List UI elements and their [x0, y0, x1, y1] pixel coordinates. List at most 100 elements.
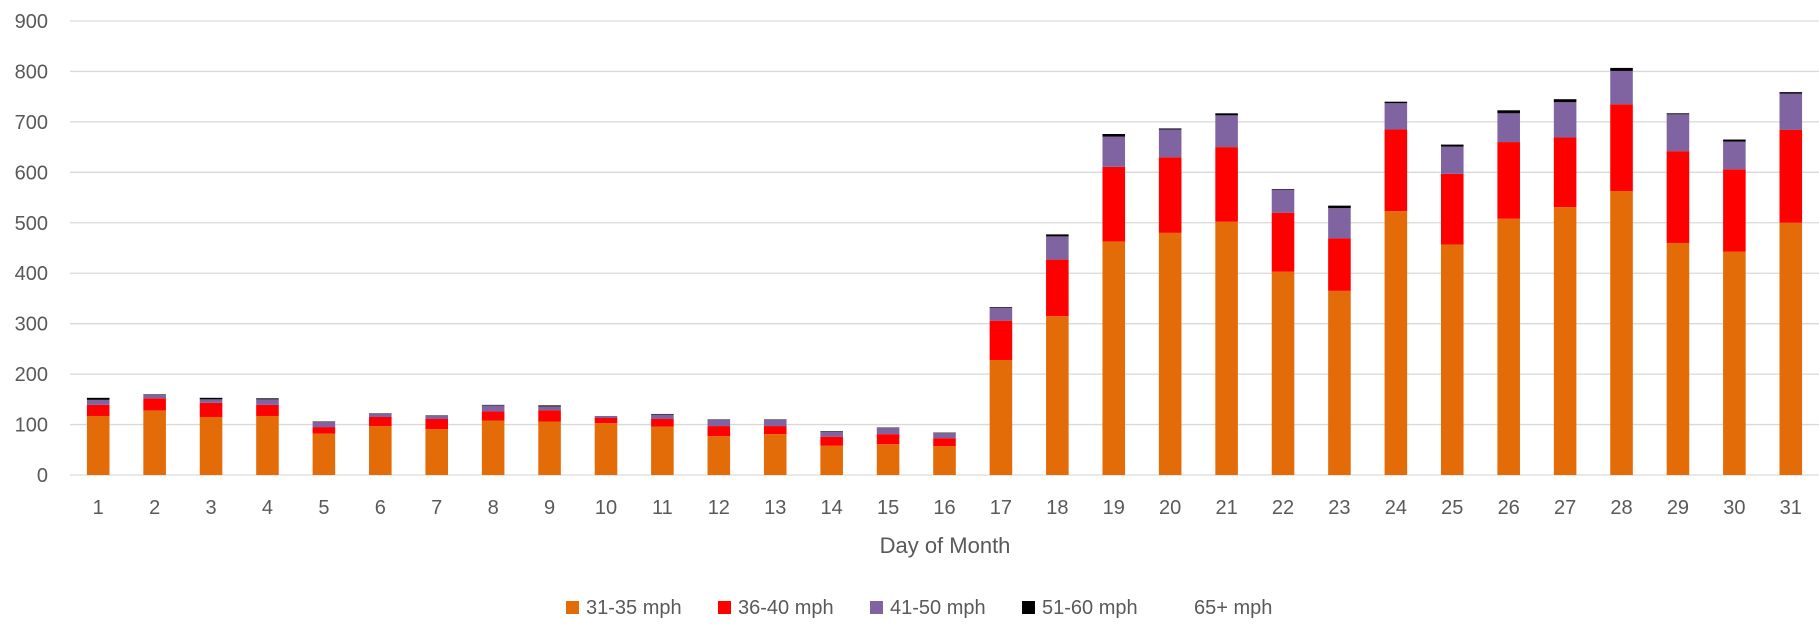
bar-segment: [1384, 211, 1408, 476]
bar-stack: [312, 421, 336, 475]
bar-segment: [651, 414, 674, 420]
bar-stack: [199, 397, 223, 475]
bar-segment: [538, 421, 561, 475]
bar-segment: [312, 433, 336, 475]
bar-segment: [1779, 93, 1803, 130]
legend-label: 51-60 mph: [1042, 597, 1138, 619]
bar-stack: [1553, 99, 1577, 475]
legend-swatch: [718, 601, 731, 614]
legend-label: 36-40 mph: [738, 597, 834, 619]
x-axis-title: Day of Month: [880, 533, 1011, 558]
y-tick-label: 0: [37, 465, 48, 487]
bar-segment: [707, 420, 731, 427]
bar-segment: [1610, 67, 1633, 71]
bar-segment: [1779, 129, 1803, 223]
bar-stack: [256, 398, 279, 475]
bar-segment: [86, 415, 110, 475]
bar-segment: [1497, 142, 1520, 219]
bar-segment: [594, 417, 618, 424]
y-tick-label: 900: [15, 11, 48, 33]
bar-segment: [1440, 244, 1464, 475]
x-tick-label: 17: [990, 497, 1012, 519]
x-tick-label: 5: [318, 497, 329, 519]
bar-segment: [1215, 115, 1238, 148]
legend: 31-35 mph 36-40 mph 41-50 mph 51-60 mph 65+ …: [566, 597, 1272, 619]
bar-segment: [933, 433, 956, 439]
bar-segment: [820, 431, 843, 437]
bar-segment: [199, 416, 223, 475]
bar-segment: [425, 415, 449, 420]
x-tick-label: 7: [431, 497, 442, 519]
bar-segment: [1723, 251, 1746, 475]
x-tick-label: 21: [1215, 497, 1237, 519]
bar-segment: [143, 394, 166, 395]
bar-segment: [989, 320, 1013, 360]
bar-segment: [707, 419, 731, 421]
x-tick-label: 1: [93, 497, 104, 519]
x-tick-label: 30: [1723, 497, 1745, 519]
y-tick-label: 800: [15, 61, 48, 83]
legend-label: 41-50 mph: [890, 597, 986, 619]
bar-segment: [1046, 259, 1069, 317]
bar-segment: [1328, 238, 1351, 291]
bar-segment: [1215, 147, 1238, 222]
bar-segment: [369, 416, 392, 427]
y-tick-label: 400: [15, 263, 48, 285]
bar-stack: [425, 415, 449, 475]
bar-stack: [86, 397, 110, 475]
bar-segment: [876, 428, 900, 435]
bar-stack: [1610, 67, 1633, 475]
bar-segment: [538, 405, 561, 407]
bar-segment: [1610, 104, 1633, 191]
bar-segment: [1723, 139, 1746, 142]
bar-segment: [594, 415, 618, 418]
bar-segment: [820, 445, 843, 475]
bar-stack: [1666, 113, 1690, 475]
bar-segment: [312, 422, 336, 428]
bar-stack: [1215, 113, 1238, 475]
x-tick-label: 15: [877, 497, 899, 519]
bar-segment: [143, 398, 166, 411]
legend-swatch: [1022, 601, 1035, 614]
y-tick-label: 600: [15, 162, 48, 184]
bar-stack: [1046, 234, 1069, 475]
x-tick-label: 31: [1780, 497, 1802, 519]
y-tick-label: 700: [15, 112, 48, 134]
bar-segment: [1328, 290, 1351, 475]
bar-stack: [1271, 188, 1295, 475]
bar-segment: [763, 419, 787, 421]
bar-segment: [1102, 241, 1126, 475]
bar-stack: [1497, 110, 1520, 475]
bar-segment: [1215, 221, 1238, 475]
bar-stack: [933, 432, 956, 475]
bar-segment: [1271, 271, 1295, 475]
bar-stacks: [86, 67, 1803, 476]
bar-segment: [481, 411, 505, 421]
bar-segment: [1046, 234, 1069, 237]
bar-segment: [651, 419, 674, 427]
bar-segment: [1610, 190, 1633, 475]
bar-segment: [1723, 169, 1746, 252]
bar-segment: [425, 415, 449, 416]
bar-stack: [143, 394, 166, 475]
bar-segment: [1384, 129, 1408, 212]
bar-segment: [369, 413, 392, 417]
bar-segment: [1666, 113, 1690, 115]
bar-segment: [1384, 103, 1408, 130]
bar-segment: [369, 413, 392, 414]
bar-stack: [651, 413, 674, 475]
bar-segment: [989, 359, 1013, 475]
bar-segment: [1723, 141, 1746, 170]
bar-segment: [1158, 128, 1182, 130]
x-tick-label: 28: [1610, 497, 1632, 519]
bar-segment: [256, 404, 279, 416]
bar-segment: [481, 404, 505, 406]
bar-segment: [1046, 316, 1069, 475]
bar-segment: [256, 415, 279, 475]
bar-segment: [707, 426, 731, 437]
bar-segment: [1440, 144, 1464, 147]
bar-segment: [1440, 146, 1464, 174]
bar-segment: [425, 429, 449, 475]
bar-stack: [1440, 144, 1464, 475]
